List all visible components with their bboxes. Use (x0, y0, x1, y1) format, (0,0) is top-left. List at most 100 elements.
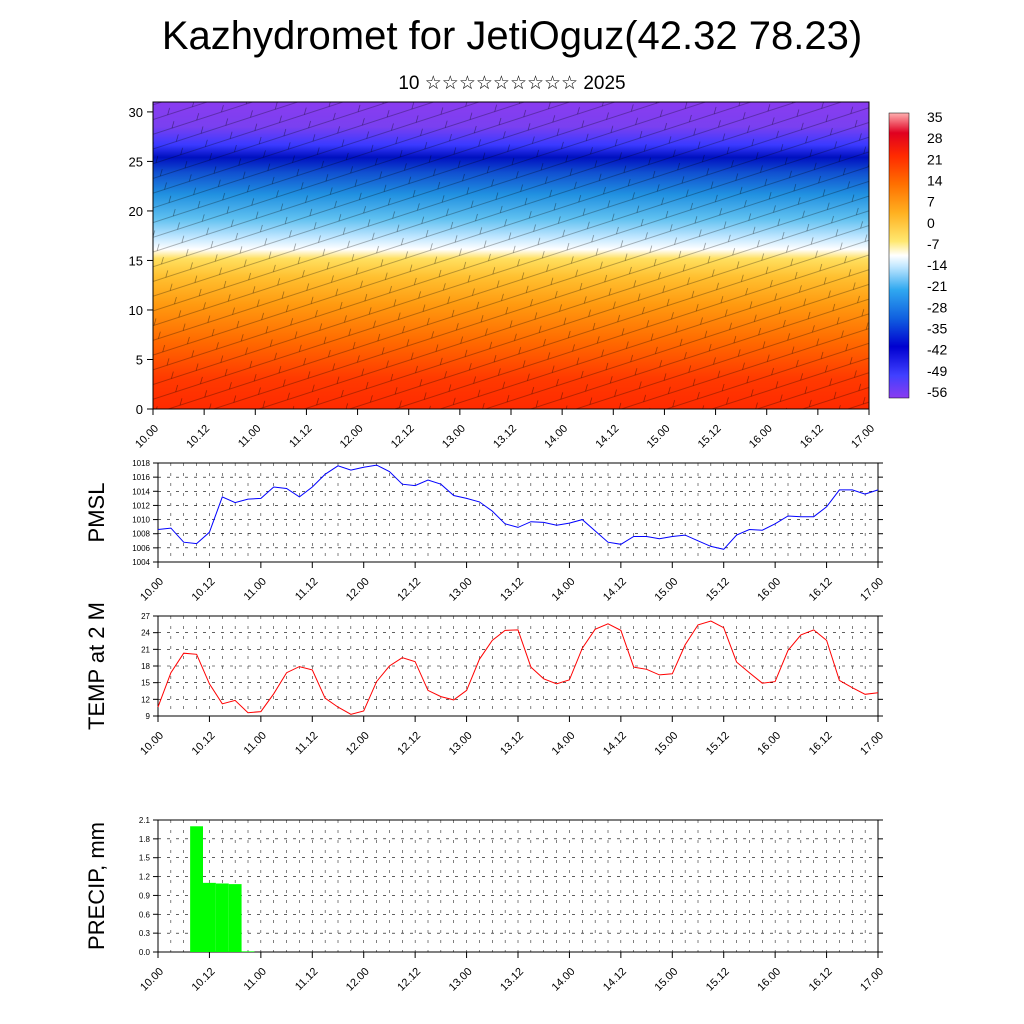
x-tick-label: 11.00 (236, 423, 263, 450)
y-axis-label: PMSL (84, 483, 109, 543)
x-tick-label: 13.12 (498, 730, 526, 758)
x-tick-label: 16.12 (807, 730, 835, 758)
y-tick-label: 20 (129, 204, 143, 219)
y-tick-label: 0.6 (139, 910, 151, 919)
x-tick-label: 13.12 (498, 966, 526, 994)
x-tick-label: 10.12 (190, 730, 218, 758)
precip-bar (190, 826, 203, 952)
x-tick-label: 16.00 (755, 576, 783, 604)
x-tick-label: 13.00 (447, 576, 475, 604)
x-tick-label: 16.12 (798, 423, 826, 451)
y-axis-label: PRECIP, mm (84, 822, 109, 950)
x-tick-label: 14.00 (550, 730, 578, 758)
y-tick-label: 0 (136, 402, 143, 417)
y-tick-label: 1012 (132, 501, 150, 510)
precip-bar (215, 883, 229, 952)
plot-frame (157, 462, 879, 563)
y-tick-label: 1.5 (139, 854, 151, 863)
y-tick-label: 1016 (132, 473, 150, 482)
x-tick-label: 12.00 (344, 966, 372, 994)
chart-title: Kazhydromet for JetiOguz(42.32 78.23) (161, 14, 863, 58)
x-tick-label: 13.00 (447, 730, 475, 758)
x-tick-label: 16.00 (747, 423, 775, 451)
y-tick-label: 12 (141, 695, 150, 704)
x-tick-label: 16.12 (807, 966, 835, 994)
y-tick-label: 24 (141, 629, 150, 638)
x-tick-label: 16.00 (755, 966, 783, 994)
x-tick-label: 12.00 (344, 576, 372, 604)
precip-bar (203, 882, 216, 952)
x-tick-label: 13.12 (491, 423, 519, 451)
x-tick-label: 15.00 (652, 966, 680, 994)
x-tick-label: 10.00 (138, 730, 166, 758)
x-tick-label: 10.00 (133, 423, 161, 451)
y-tick-label: 30 (129, 105, 143, 120)
series-line (157, 620, 879, 715)
x-tick-label: 11.12 (293, 730, 320, 757)
colorbar-label: -7 (927, 236, 940, 252)
colorbar (888, 112, 910, 399)
colorbar-label: -49 (927, 363, 947, 379)
x-tick-label: 10.12 (190, 576, 218, 604)
y-tick-label: 1.2 (139, 873, 151, 882)
y-tick-label: 0.9 (139, 891, 151, 900)
y-tick-label: 1006 (132, 544, 150, 553)
colorbar-label: 14 (927, 172, 943, 188)
wind-barbs (153, 102, 869, 409)
x-tick-label: 13.00 (440, 423, 468, 451)
x-tick-label: 15.12 (704, 576, 732, 604)
x-tick-label: 17.00 (858, 966, 886, 994)
x-tick-label: 11.00 (242, 730, 269, 757)
colorbar-label: -14 (927, 257, 947, 273)
y-tick-label: 25 (129, 154, 143, 169)
x-tick-label: 15.12 (704, 730, 732, 758)
x-tick-label: 11.00 (242, 576, 269, 603)
x-tick-label: 15.00 (645, 423, 673, 451)
precip-bar (228, 884, 242, 952)
x-tick-label: 13.00 (447, 966, 475, 994)
y-tick-label: 1014 (132, 487, 150, 496)
y-tick-label: 18 (141, 662, 150, 671)
colorbar-label: 28 (927, 130, 943, 146)
colorbar-label: -35 (927, 321, 947, 337)
colorbar-label: -21 (927, 278, 947, 294)
x-tick-label: 17.00 (849, 423, 877, 451)
colorbar-label: -42 (927, 342, 947, 358)
x-tick-label: 10.00 (138, 576, 166, 604)
y-tick-label: 21 (141, 645, 150, 654)
x-tick-label: 12.00 (338, 423, 366, 451)
x-tick-label: 11.12 (287, 423, 314, 450)
x-tick-label: 12.12 (395, 730, 423, 758)
chart-subtitle: 10 ☆☆☆☆☆☆☆☆☆ 2025 (398, 73, 626, 94)
x-tick-label: 11.12 (293, 576, 320, 603)
y-tick-label: 1010 (132, 516, 150, 525)
x-tick-label: 15.00 (652, 576, 680, 604)
colorbar-label: 7 (927, 194, 935, 210)
x-tick-label: 11.12 (293, 966, 320, 993)
x-tick-label: 12.12 (395, 966, 423, 994)
x-tick-label: 12.00 (344, 730, 372, 758)
y-tick-label: 15 (141, 679, 150, 688)
colorbar-label: -56 (927, 384, 947, 400)
y-tick-label: 0.3 (139, 929, 151, 938)
x-tick-label: 10.12 (184, 423, 212, 451)
x-tick-label: 12.12 (389, 423, 417, 451)
y-tick-label: 10 (129, 303, 143, 318)
x-tick-label: 16.12 (807, 576, 835, 604)
x-tick-label: 12.12 (395, 576, 423, 604)
y-tick-label: 1008 (132, 530, 150, 539)
y-tick-label: 1018 (132, 459, 150, 468)
x-tick-label: 10.12 (190, 966, 218, 994)
y-tick-label: 2.1 (139, 816, 151, 825)
precip-bar (241, 951, 255, 952)
y-tick-label: 5 (136, 352, 143, 367)
x-tick-label: 15.12 (704, 966, 732, 994)
x-tick-label: 10.00 (138, 966, 166, 994)
colorbar-label: -28 (927, 299, 947, 315)
y-tick-label: 15 (129, 253, 143, 268)
y-tick-label: 1004 (132, 558, 150, 567)
colorbar-label: 0 (927, 215, 935, 231)
y-tick-label: 27 (141, 612, 150, 621)
x-tick-label: 14.00 (550, 966, 578, 994)
colorbar-label: 21 (927, 151, 943, 167)
